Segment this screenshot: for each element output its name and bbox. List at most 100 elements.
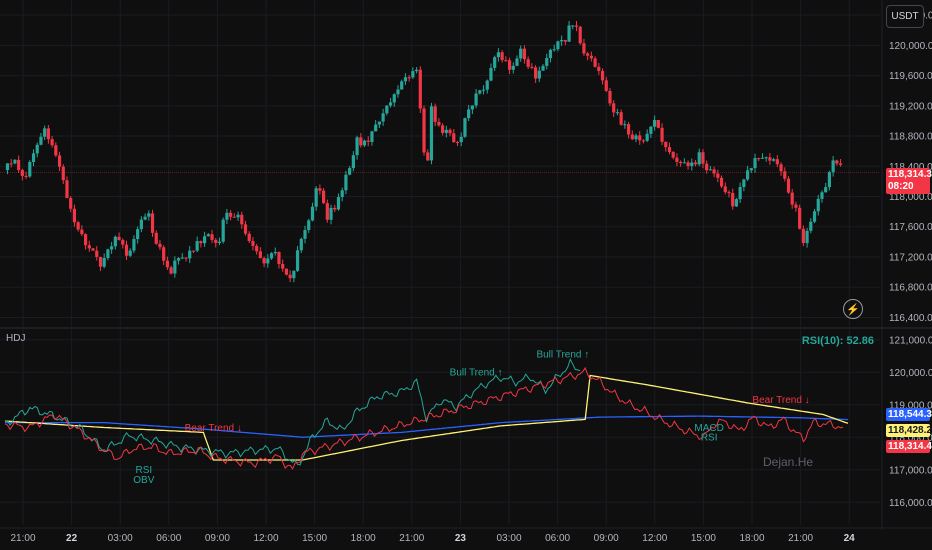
candle-body: [414, 69, 419, 72]
candle-body: [150, 213, 155, 233]
price-axis-tick-label: 119,600.0: [889, 71, 932, 82]
candle-body: [686, 162, 690, 167]
candle-body: [827, 172, 832, 188]
candle-body: [411, 71, 415, 78]
candle-body: [426, 152, 430, 161]
candle-body: [351, 155, 355, 169]
candle-body: [9, 163, 13, 165]
candle-body: [281, 263, 285, 269]
last-price-value: 118,314.3: [888, 169, 932, 180]
candle-body: [690, 162, 694, 167]
candle-body: [764, 157, 768, 159]
blue-line-price-tag: 118,544.3: [886, 408, 932, 421]
candle-body: [705, 163, 709, 171]
candle-body: [46, 128, 50, 140]
candle-body: [645, 133, 649, 141]
candle-body: [556, 41, 560, 50]
yellow-line-price-tag: 118,428.2: [886, 424, 932, 437]
candle-body: [232, 216, 236, 218]
candle-body: [504, 60, 508, 62]
lightning-bolt-icon[interactable]: ⚡: [843, 299, 863, 319]
candle-body: [794, 204, 798, 208]
rsi-readout: RSI(10): 52.86: [801, 335, 874, 347]
candle-body: [626, 124, 631, 135]
candle-body: [20, 170, 24, 176]
candle-body: [57, 155, 62, 167]
candle-body: [775, 159, 779, 165]
candle-body: [292, 270, 296, 279]
candle-body: [61, 166, 65, 181]
candle-body: [117, 236, 121, 241]
candle-body: [262, 258, 266, 264]
candle-body: [229, 212, 233, 217]
candle-body: [441, 125, 445, 133]
candle-body: [552, 49, 556, 51]
candle-body: [805, 230, 809, 244]
candle-body: [667, 147, 672, 152]
candle-body: [322, 190, 326, 204]
candle-body: [630, 134, 634, 140]
candle-body: [154, 232, 158, 244]
candle-body: [329, 207, 333, 220]
candle-body: [247, 233, 251, 242]
candle-body: [682, 162, 686, 164]
candle-body: [448, 129, 452, 134]
candle-body: [567, 25, 571, 42]
candle-body: [69, 198, 73, 209]
candle-body: [158, 243, 162, 248]
trend-annotation: Bear Trend ↓: [185, 423, 242, 434]
candle-body: [98, 256, 103, 267]
time-axis-tick-label: 18:00: [351, 533, 376, 544]
candle-body: [24, 175, 28, 177]
candle-body: [243, 224, 248, 234]
indicator-line: [4, 366, 844, 470]
candle-body: [712, 169, 716, 174]
time-axis-tick-label: 22: [66, 533, 78, 544]
candle-body: [459, 136, 463, 143]
time-axis-tick-label: 15:00: [691, 533, 716, 544]
candle-body: [522, 48, 527, 60]
time-axis-tick-label: 12:00: [253, 533, 278, 544]
candle-body: [541, 65, 545, 71]
indicator-axis-tick-label: 119,000.0: [889, 400, 932, 411]
candle-body: [214, 239, 218, 243]
currency-button[interactable]: USDT: [886, 5, 924, 28]
candle-body: [381, 113, 385, 122]
candle-body: [236, 214, 240, 218]
candle-body: [634, 135, 638, 140]
candle-body: [80, 229, 84, 235]
candle-body: [760, 157, 765, 159]
candle-body: [812, 211, 817, 222]
candle-body: [768, 157, 772, 161]
candle-body: [693, 162, 698, 165]
candle-body: [76, 222, 80, 230]
time-axis-tick-label: 18:00: [739, 533, 764, 544]
candle-body: [623, 124, 627, 126]
time-axis-tick-label: 23: [455, 533, 467, 544]
candle-body: [485, 80, 489, 90]
candle-body: [723, 186, 727, 193]
candle-body: [310, 206, 315, 221]
candle-body: [5, 163, 10, 171]
candle-body: [359, 137, 363, 146]
candle-body: [340, 190, 344, 198]
candle-body: [537, 70, 541, 79]
trend-annotation: MACD: [694, 423, 723, 434]
candle-body: [110, 246, 114, 250]
candle-body: [199, 241, 203, 244]
candle-body: [299, 238, 303, 251]
candle-body: [403, 77, 408, 82]
candle-body: [701, 152, 705, 164]
candle-body: [664, 141, 668, 148]
candle-body: [455, 142, 460, 144]
candle-body: [429, 106, 434, 161]
candle-body: [515, 58, 519, 66]
candle-body: [772, 159, 776, 161]
candle-body: [95, 250, 99, 257]
candle-body: [143, 216, 147, 220]
candle-body: [318, 188, 322, 191]
candle-body: [437, 121, 441, 126]
candle-body: [753, 158, 757, 169]
time-axis-tick-label: 12:00: [642, 533, 667, 544]
